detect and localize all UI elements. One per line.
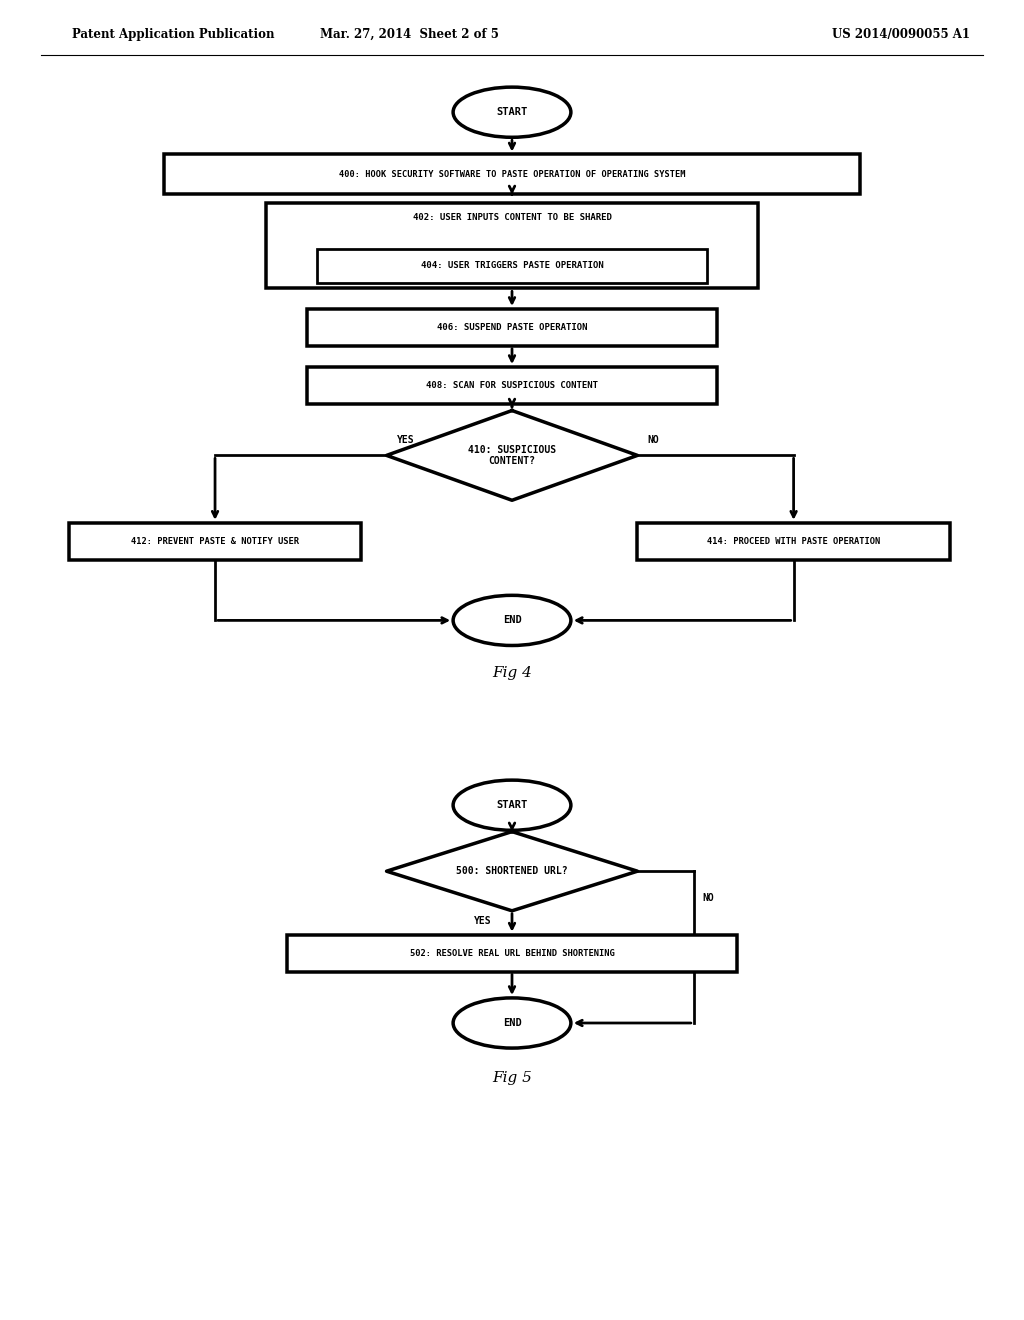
Text: 410: SUSPICIOUS
CONTENT?: 410: SUSPICIOUS CONTENT? [468, 445, 556, 466]
Text: Mar. 27, 2014  Sheet 2 of 5: Mar. 27, 2014 Sheet 2 of 5 [321, 28, 499, 41]
Text: 404: USER TRIGGERS PASTE OPERATION: 404: USER TRIGGERS PASTE OPERATION [421, 261, 603, 271]
Text: END: END [503, 1018, 521, 1028]
FancyBboxPatch shape [266, 202, 758, 289]
Ellipse shape [453, 780, 571, 830]
FancyBboxPatch shape [307, 309, 717, 346]
Text: 402: USER INPUTS CONTENT TO BE SHARED: 402: USER INPUTS CONTENT TO BE SHARED [413, 214, 611, 222]
Text: Fig 5: Fig 5 [493, 1072, 531, 1085]
Text: Fig 4: Fig 4 [493, 667, 531, 680]
Text: Patent Application Publication: Patent Application Publication [72, 28, 274, 41]
Text: 408: SCAN FOR SUSPICIOUS CONTENT: 408: SCAN FOR SUSPICIOUS CONTENT [426, 381, 598, 389]
Text: 406: SUSPEND PASTE OPERATION: 406: SUSPEND PASTE OPERATION [437, 323, 587, 331]
FancyBboxPatch shape [637, 523, 950, 560]
Text: START: START [497, 800, 527, 810]
Polygon shape [387, 411, 637, 500]
Text: YES: YES [474, 916, 492, 927]
Text: 500: SHORTENED URL?: 500: SHORTENED URL? [456, 866, 568, 876]
Ellipse shape [453, 998, 571, 1048]
Text: END: END [503, 615, 521, 626]
FancyBboxPatch shape [317, 248, 707, 284]
Text: YES: YES [397, 434, 415, 445]
FancyBboxPatch shape [307, 367, 717, 404]
Text: 502: RESOLVE REAL URL BEHIND SHORTENING: 502: RESOLVE REAL URL BEHIND SHORTENING [410, 949, 614, 957]
FancyBboxPatch shape [164, 154, 860, 194]
Text: START: START [497, 107, 527, 117]
Text: NO: NO [648, 434, 659, 445]
FancyBboxPatch shape [70, 523, 360, 560]
Ellipse shape [453, 87, 571, 137]
Polygon shape [387, 832, 637, 911]
Text: NO: NO [702, 892, 714, 903]
Ellipse shape [453, 595, 571, 645]
Text: US 2014/0090055 A1: US 2014/0090055 A1 [833, 28, 970, 41]
FancyBboxPatch shape [287, 935, 737, 972]
Text: 412: PREVENT PASTE & NOTIFY USER: 412: PREVENT PASTE & NOTIFY USER [131, 537, 299, 545]
Text: 414: PROCEED WITH PASTE OPERATION: 414: PROCEED WITH PASTE OPERATION [707, 537, 881, 545]
Text: 400: HOOK SECURITY SOFTWARE TO PASTE OPERATION OF OPERATING SYSTEM: 400: HOOK SECURITY SOFTWARE TO PASTE OPE… [339, 170, 685, 178]
